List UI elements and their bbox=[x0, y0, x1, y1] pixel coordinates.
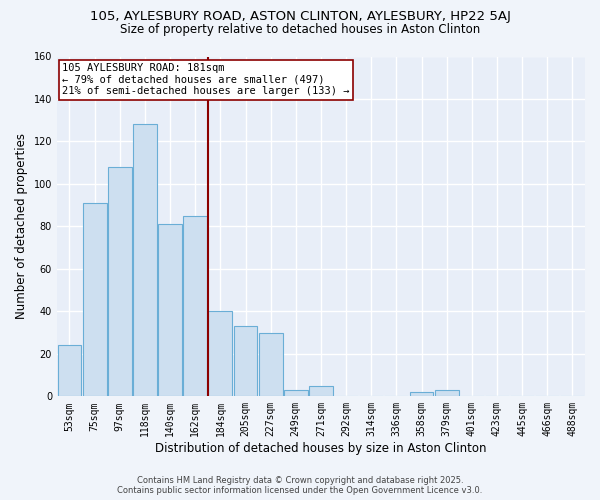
Text: 105, AYLESBURY ROAD, ASTON CLINTON, AYLESBURY, HP22 5AJ: 105, AYLESBURY ROAD, ASTON CLINTON, AYLE… bbox=[89, 10, 511, 23]
Bar bbox=[208, 312, 232, 396]
Bar bbox=[83, 203, 107, 396]
Bar bbox=[309, 386, 333, 396]
X-axis label: Distribution of detached houses by size in Aston Clinton: Distribution of detached houses by size … bbox=[155, 442, 487, 455]
Bar bbox=[133, 124, 157, 396]
Text: Contains HM Land Registry data © Crown copyright and database right 2025.
Contai: Contains HM Land Registry data © Crown c… bbox=[118, 476, 482, 495]
Y-axis label: Number of detached properties: Number of detached properties bbox=[15, 134, 28, 320]
Bar bbox=[284, 390, 308, 396]
Bar bbox=[259, 332, 283, 396]
Bar bbox=[108, 167, 132, 396]
Bar bbox=[158, 224, 182, 396]
Bar bbox=[183, 216, 207, 396]
Text: 105 AYLESBURY ROAD: 181sqm
← 79% of detached houses are smaller (497)
21% of sem: 105 AYLESBURY ROAD: 181sqm ← 79% of deta… bbox=[62, 64, 350, 96]
Bar bbox=[58, 346, 82, 397]
Text: Size of property relative to detached houses in Aston Clinton: Size of property relative to detached ho… bbox=[120, 22, 480, 36]
Bar bbox=[410, 392, 433, 396]
Bar bbox=[435, 390, 458, 396]
Bar bbox=[233, 326, 257, 396]
